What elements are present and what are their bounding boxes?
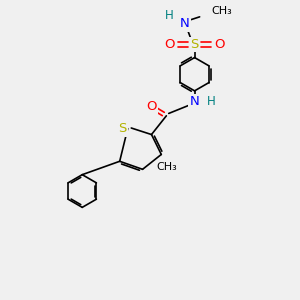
Text: O: O [146, 100, 157, 113]
Text: O: O [165, 38, 175, 51]
Text: S: S [190, 38, 199, 51]
Text: H: H [207, 95, 215, 108]
Text: CH₃: CH₃ [156, 162, 177, 172]
Text: H: H [165, 9, 174, 22]
Text: N: N [190, 95, 200, 108]
Text: O: O [214, 38, 224, 51]
Text: S: S [118, 122, 127, 135]
Text: CH₃: CH₃ [211, 6, 232, 16]
Text: N: N [179, 17, 189, 30]
